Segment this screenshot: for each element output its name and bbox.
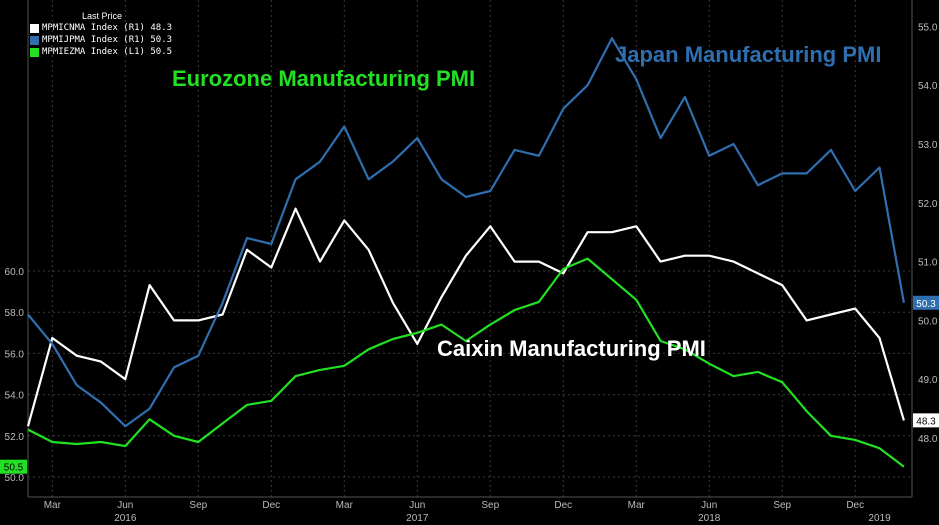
left-tick-label: 52.0 <box>5 432 25 443</box>
last-value-text-caixin: 48.3 <box>916 416 936 427</box>
year-label: 2016 <box>114 513 137 524</box>
x-tick-label: Sep <box>773 500 791 511</box>
x-tick-label: Dec <box>262 500 280 511</box>
plot-area <box>0 0 912 497</box>
annotation-caixin: Caixin Manufacturing PMI <box>437 336 706 361</box>
last-value-text-japan: 50.3 <box>916 299 936 310</box>
right-tick-label: 55.0 <box>918 22 938 33</box>
legend-label-japan: MPMIJPMA Index (R1) 50.3 <box>42 35 173 45</box>
x-tick-label: Mar <box>44 500 62 511</box>
annotation-japan: Japan Manufacturing PMI <box>615 42 882 67</box>
right-tick-label: 52.0 <box>918 199 938 210</box>
right-tick-label: 50.0 <box>918 316 938 327</box>
x-tick-label: Jun <box>117 500 133 511</box>
left-tick-label: 54.0 <box>5 391 25 402</box>
series-lines <box>26 37 905 468</box>
legend-item-eurozone: MPMIEZMA Index (L1) 50.5 <box>30 46 172 58</box>
x-axis: Mar Jun Sep Dec Mar Jun Sep Dec Mar Jun Sep Dec 2016… <box>28 496 912 524</box>
x-tick-label: Mar <box>628 500 646 511</box>
last-value-markers: 48.3 50.3 50.5 <box>0 295 939 474</box>
x-tick-label: Jun <box>701 500 717 511</box>
last-value-box-caixin <box>913 413 939 428</box>
legend-swatch-caixin <box>30 23 39 33</box>
last-value-box-eurozone <box>0 459 27 474</box>
grid-lines <box>28 0 912 497</box>
last-value-text-eurozone: 50.5 <box>4 463 24 474</box>
right-tick-label: 53.0 <box>918 140 938 151</box>
legend-label-eurozone: MPMIEZMA Index (L1) 50.5 <box>42 47 173 57</box>
series-line-caixin <box>26 207 905 427</box>
x-tick-label: Jun <box>409 500 425 511</box>
legend-swatch-japan <box>30 35 39 45</box>
x-tick-label: Sep <box>189 500 207 511</box>
left-tick-label: 60.0 <box>5 267 25 278</box>
legend-label-caixin: MPMICNMA Index (R1) 48.3 <box>42 23 173 33</box>
left-tick-label: 58.0 <box>5 308 25 319</box>
x-tick-label: Mar <box>336 500 354 511</box>
x-tick-label: Dec <box>846 500 864 511</box>
left-tick-label: 56.0 <box>5 349 25 360</box>
last-value-marker-eurozone: 50.5 <box>0 459 27 474</box>
legend-item-japan: MPMIJPMA Index (R1) 50.3 <box>30 34 172 46</box>
right-axis: 48.0 49.0 50.0 51.0 52.0 53.0 54.0 55.0 <box>911 0 938 497</box>
legend-swatch-eurozone <box>30 47 39 57</box>
legend-item-caixin: MPMICNMA Index (R1) 48.3 <box>30 22 172 34</box>
left-tick-label: 50.0 <box>5 473 25 484</box>
legend: Last Price MPMICNMA Index (R1) 48.3 MPMI… <box>30 10 172 58</box>
right-tick-label: 54.0 <box>918 81 938 92</box>
annotation-eurozone: Eurozone Manufacturing PMI <box>172 66 476 91</box>
last-value-box-japan <box>913 295 939 310</box>
year-label: 2019 <box>868 513 891 524</box>
right-tick-label: 48.0 <box>918 434 938 445</box>
legend-header: Last Price <box>82 11 123 21</box>
left-axis: 50.0 52.0 54.0 56.0 58.0 60.0 <box>5 0 29 497</box>
year-label: 2018 <box>698 513 721 524</box>
right-tick-label: 49.0 <box>918 375 938 386</box>
x-tick-label: Sep <box>481 500 499 511</box>
year-label: 2017 <box>406 513 429 524</box>
x-tick-label: Dec <box>554 500 572 511</box>
last-value-marker-japan: 50.3 <box>913 295 939 310</box>
last-value-marker-caixin: 48.3 <box>913 413 939 428</box>
series-line-japan <box>27 37 905 428</box>
right-tick-label: 51.0 <box>918 258 938 269</box>
series-line-eurozone <box>27 257 905 468</box>
